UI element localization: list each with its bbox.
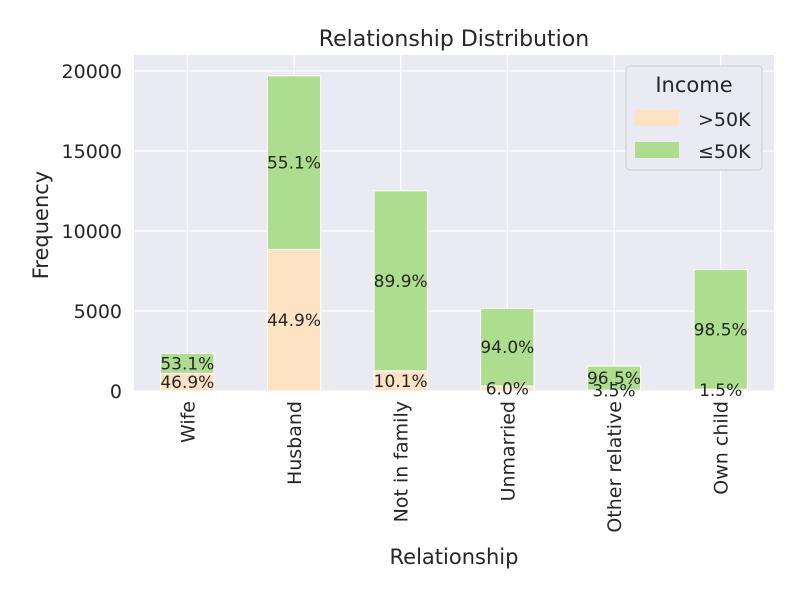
y-tick-label: 20000	[62, 61, 122, 83]
x-tick-label: Wife	[177, 401, 199, 443]
bar-labels: 46.9% 44.9% 10.1% 6.0% 3.5% 1.5% 53.1% 55.1% 89.…	[160, 154, 747, 402]
bar-segment	[693, 269, 748, 390]
legend-swatch-le50k	[635, 142, 679, 158]
x-tick-label: Other relative	[604, 401, 626, 533]
bar-segment	[266, 75, 322, 250]
bar-segment	[160, 352, 215, 374]
y-tick-label: 0	[110, 381, 122, 403]
bar-segment	[480, 307, 535, 387]
y-tick-label: 15000	[62, 141, 122, 163]
legend-label-le50k: ≤50K	[698, 141, 751, 163]
legend-title: Income	[655, 73, 732, 97]
bar-data-label: 53.1%	[160, 354, 214, 374]
x-axis-label: Relationship	[390, 545, 519, 569]
x-tick-label: Not in family	[391, 401, 413, 522]
y-axis-ticks: 0 5000 10000 15000 20000	[62, 61, 122, 403]
y-tick-label: 5000	[74, 301, 122, 323]
bar-data-label: 89.9%	[374, 272, 428, 292]
bar-data-label: 1.5%	[699, 381, 742, 401]
bar-data-label: 46.9%	[160, 373, 214, 393]
bars	[160, 75, 748, 392]
bar-data-label: 3.5%	[592, 382, 635, 402]
legend: Income >50K ≤50K	[625, 65, 763, 171]
y-tick-label: 10000	[62, 221, 122, 243]
x-tick-label: Husband	[284, 401, 306, 485]
x-axis-ticks: Wife Husband Not in family Unmarried Other r…	[177, 401, 732, 533]
bar-data-label: 6.0%	[486, 380, 529, 400]
bar-data-label: 98.5%	[694, 320, 748, 340]
legend-swatch-gt50k	[635, 110, 679, 126]
y-axis-label: Frequency	[29, 171, 53, 280]
bar-data-label: 10.1%	[374, 372, 428, 392]
bar-segment	[266, 248, 322, 392]
bar-data-label: 94.0%	[480, 338, 534, 358]
legend-label-gt50k: >50K	[698, 109, 751, 131]
x-tick-label: Own child	[711, 401, 733, 495]
x-tick-label: Unmarried	[497, 401, 519, 501]
bar-data-label: 96.5%	[587, 369, 641, 389]
bar-data-label: 55.1%	[267, 154, 321, 174]
bar-segment	[586, 365, 642, 391]
chart-title: Relationship Distribution	[319, 27, 589, 52]
bar-segment	[373, 190, 428, 372]
bar-data-label: 44.9%	[267, 311, 321, 331]
